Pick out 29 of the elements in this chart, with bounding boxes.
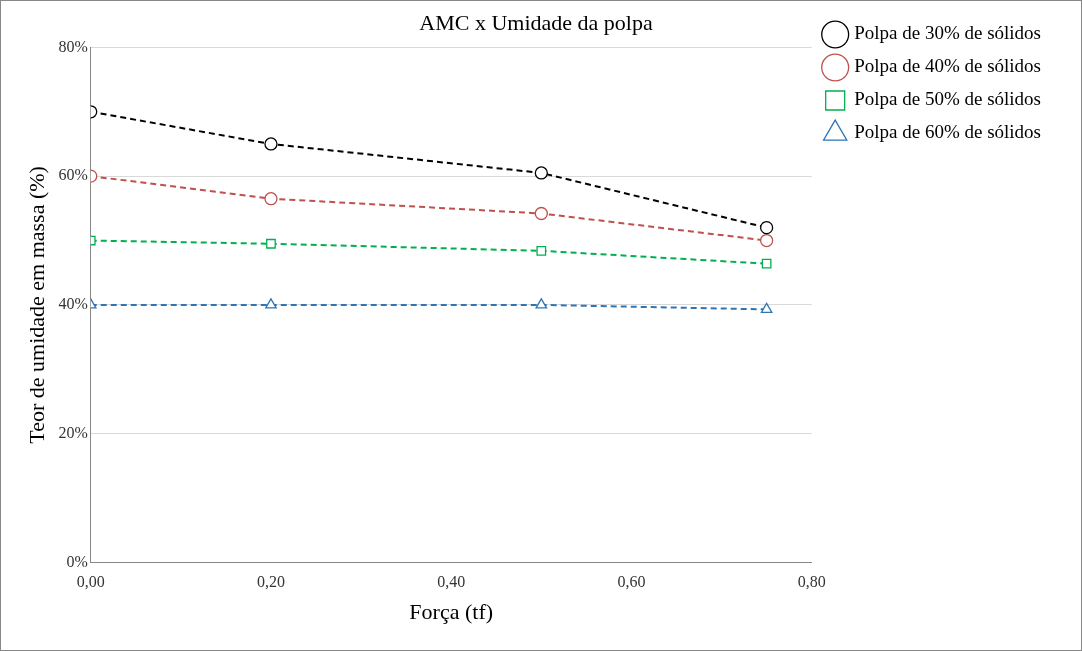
chart-title: AMC x Umidade da polpa (419, 9, 653, 35)
legend-label: Polpa de 30% de sólidos (854, 22, 1042, 44)
y-tick-label: 80% (58, 37, 88, 55)
point (266, 238, 276, 249)
x-tick-label: 0,20 (256, 573, 285, 591)
legend-label: Polpa de 60% de sólidos (854, 121, 1042, 143)
point (536, 245, 547, 256)
point (761, 258, 772, 269)
legend-label: Polpa de 50% de sólidos (854, 88, 1042, 110)
y-tick-label: 20% (58, 423, 88, 441)
y-axis-title: Teor de umidade em massa (%) (23, 166, 49, 444)
point (264, 192, 278, 206)
point (265, 298, 277, 309)
x-tick-label: 0,00 (76, 573, 105, 591)
point (534, 206, 548, 221)
point (535, 298, 548, 309)
y-tick-label: 60% (58, 166, 88, 184)
y-tick-label: 40% (58, 295, 88, 313)
point (534, 166, 548, 180)
legend-label: Polpa de 40% de sólidos (854, 55, 1042, 77)
x-tick-label: 0,80 (797, 573, 826, 591)
x-tick-label: 0,60 (617, 573, 646, 591)
point (759, 221, 774, 235)
point (264, 137, 278, 151)
y-tick-label: 0% (66, 552, 88, 570)
x-tick-label: 0,40 (437, 573, 466, 591)
x-axis-title: Força (tf) (409, 598, 494, 624)
point (760, 302, 773, 314)
point (759, 233, 774, 248)
